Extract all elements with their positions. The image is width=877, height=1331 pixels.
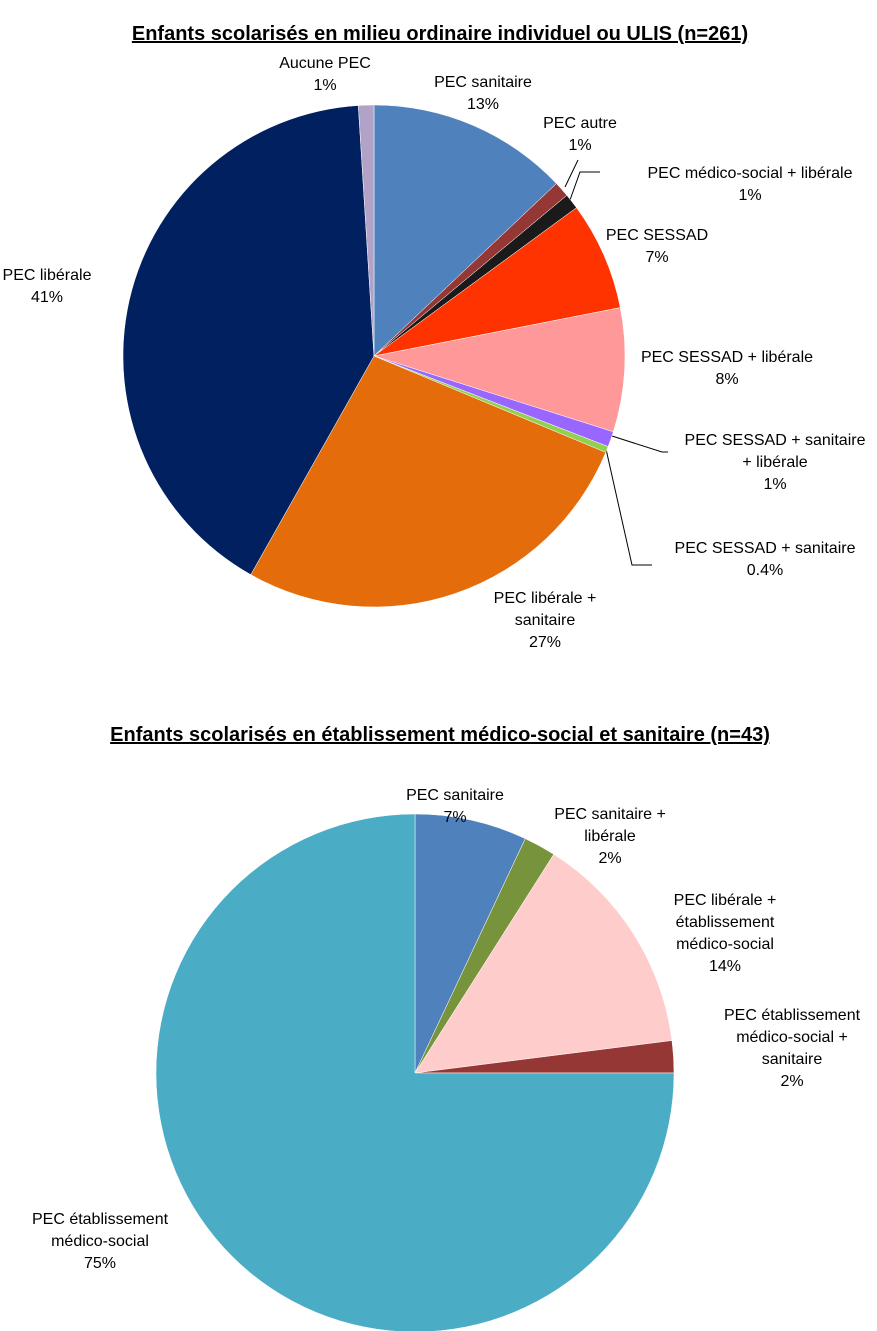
slice-label: PEC sanitaire + libérale (554, 806, 666, 845)
slice-label: PEC SESSAD + sanitaire + libérale (685, 432, 866, 471)
pie-slice (373, 307, 626, 433)
pie-slice (155, 813, 675, 1331)
pie-slice (373, 207, 621, 357)
slice-value-label: 8% (715, 371, 738, 388)
slice-value-label: 13% (467, 96, 499, 113)
pie-slice (414, 853, 673, 1074)
slice-label: Aucune PEC (279, 55, 371, 72)
slice-label: PEC SESSAD + libérale (641, 349, 813, 366)
pie-slice (373, 104, 557, 357)
slice-value-label: 1% (763, 476, 786, 493)
slice-value-label: 14% (709, 958, 741, 975)
slice-value-label: 0.4% (747, 562, 783, 579)
slice-value-label: 27% (529, 634, 561, 651)
pie-slice (250, 355, 607, 608)
slice-value-label: 41% (31, 289, 63, 306)
slice-label: PEC établissement médico-social + sanitair… (724, 1007, 861, 1068)
slice-value-label: 1% (568, 137, 591, 154)
slice-label: PEC libérale (3, 267, 92, 284)
pie-slice (122, 105, 375, 576)
leader-line (564, 159, 579, 188)
chart-title: Enfants scolarisés en milieu ordinaire i… (132, 23, 748, 45)
slice-value-label: 1% (738, 187, 761, 204)
slice-label: PEC sanitaire (434, 74, 532, 91)
slice-value-label: 2% (598, 850, 621, 867)
slice-value-label: 1% (313, 77, 336, 94)
slice-label: PEC SESSAD (606, 227, 708, 244)
slice-label: PEC médico-social + libérale (648, 165, 853, 182)
leader-line (611, 435, 668, 453)
slice-label: PEC autre (543, 115, 617, 132)
slice-label: PEC libérale + sanitaire (494, 590, 597, 629)
slice-label: PEC libérale + établissement médico-social (674, 892, 777, 953)
slice-label: PEC SESSAD + sanitaire (675, 540, 856, 557)
pie-slice (358, 104, 375, 357)
slice-value-label: 75% (84, 1255, 116, 1272)
slice-value-label: 7% (645, 249, 668, 266)
slice-label: PEC établissement médico-social (32, 1211, 169, 1250)
slice-value-label: 7% (443, 809, 466, 826)
pie-slice (414, 813, 526, 1074)
slice-value-label: 2% (780, 1073, 803, 1090)
leader-line (569, 171, 600, 201)
leader-line (605, 448, 652, 566)
chart-title: Enfants scolarisés en établissement médi… (110, 724, 770, 746)
slice-label: PEC sanitaire (406, 787, 504, 804)
